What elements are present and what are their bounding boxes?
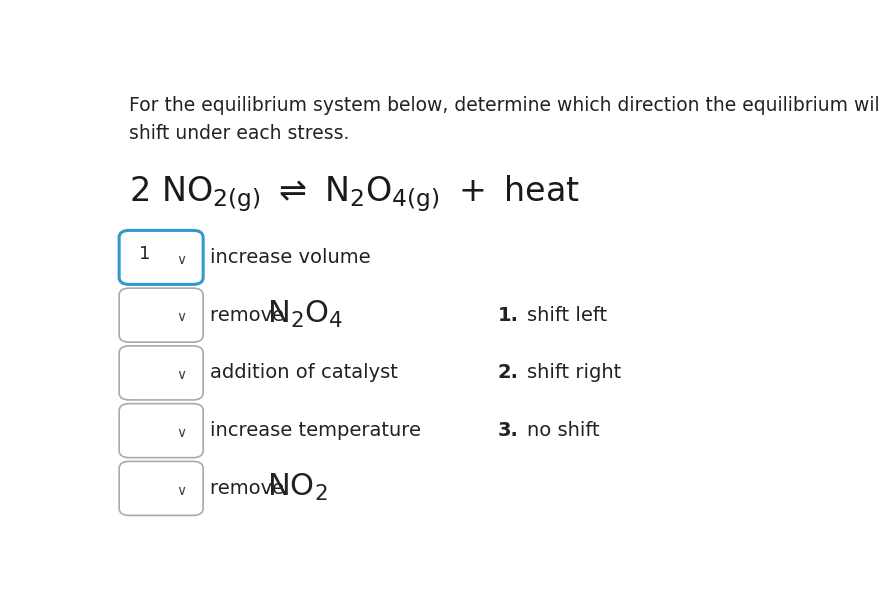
FancyBboxPatch shape [119,404,203,457]
Text: 1.: 1. [497,306,518,325]
Text: remove: remove [210,479,290,498]
Text: $\mathrm{N_2O_4}$: $\mathrm{N_2O_4}$ [268,299,343,330]
Text: ∨: ∨ [176,426,187,440]
Text: $\mathrm{NO_2}$: $\mathrm{NO_2}$ [268,472,328,503]
Text: 3.: 3. [497,421,518,440]
Text: shift left: shift left [527,306,607,325]
Text: remove: remove [210,306,290,325]
Text: no shift: no shift [527,421,599,440]
Text: ∨: ∨ [176,310,187,324]
FancyBboxPatch shape [119,462,203,515]
Text: 1: 1 [139,245,150,263]
Text: ∨: ∨ [176,368,187,382]
FancyBboxPatch shape [119,288,203,342]
Text: ∨: ∨ [176,253,187,267]
Text: 2.: 2. [497,364,518,382]
Text: increase volume: increase volume [210,248,370,267]
Text: addition of catalyst: addition of catalyst [210,364,398,382]
FancyBboxPatch shape [119,346,203,400]
Text: increase temperature: increase temperature [210,421,421,440]
Text: $\mathrm{2\ NO}_{2\mathrm{(g)}}\ \rightleftharpoons\ \mathrm{N_2O}_{4\mathrm{(g): $\mathrm{2\ NO}_{2\mathrm{(g)}}\ \rightl… [129,173,580,214]
Text: ∨: ∨ [176,484,187,498]
Text: For the equilibrium system below, determine which direction the equilibrium will: For the equilibrium system below, determ… [129,96,880,143]
FancyBboxPatch shape [119,231,203,284]
Text: shift right: shift right [527,364,621,382]
